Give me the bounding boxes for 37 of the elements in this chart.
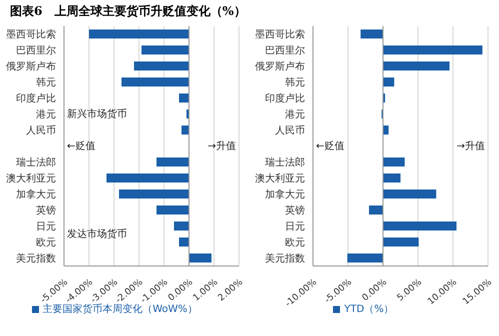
y-tick-label: 英镑 (36, 204, 56, 217)
y-tick-label: 日元 (36, 222, 56, 233)
y-tick-label: 韩元 (36, 76, 56, 89)
y-tick-label: 美元指数 (16, 252, 56, 265)
y-tick-label: 瑞士法郎 (265, 156, 305, 169)
y-tick-label: 加拿大元 (16, 188, 56, 201)
legend-label: 主要国家货币本周变化（WoW%） (42, 304, 198, 315)
annotation: ←贬值 (316, 140, 344, 153)
y-tick-label: 港元 (285, 108, 305, 121)
y-tick-label: 欧元 (285, 238, 305, 249)
y-tick-label: 巴西里尔 (265, 44, 305, 57)
y-tick-label: 墨西哥比索 (255, 28, 305, 41)
y-tick-label: 加拿大元 (265, 188, 305, 201)
y-tick-label: 俄罗斯卢布 (6, 60, 56, 73)
legend-label: YTD（%） (344, 304, 394, 315)
chart-title: 图表6 上周全球主要货币升贬值变化（%） (9, 3, 247, 20)
y-tick-label: 港元 (36, 108, 56, 121)
y-tick-label: 欧元 (36, 238, 56, 249)
y-tick-label: 瑞士法郎 (16, 156, 56, 169)
y-tick-label: 人民币 (26, 124, 56, 137)
y-tick-label: 英镑 (285, 204, 305, 217)
annotation: ←贬值 (67, 140, 96, 153)
y-tick-label: 澳大利亚元 (6, 172, 56, 185)
annotation: →升值 (456, 140, 485, 153)
y-tick-label: 印度卢比 (16, 92, 56, 105)
y-tick-label: 韩元 (285, 76, 305, 89)
y-tick-label: 美元指数 (265, 252, 305, 265)
y-tick-label: 俄罗斯卢布 (255, 60, 305, 73)
y-tick-label: 人民币 (275, 124, 305, 137)
y-tick-label: 巴西里尔 (16, 44, 56, 57)
y-tick-label: 墨西哥比索 (6, 28, 56, 41)
y-tick-label: 印度卢比 (265, 92, 305, 105)
annotation: 发达市场货币 (67, 228, 127, 241)
y-tick-label: 澳大利亚元 (255, 172, 305, 185)
y-tick-label: 日元 (285, 222, 305, 233)
annotation: 新兴市场货币 (67, 108, 127, 121)
annotation: →升值 (208, 140, 236, 153)
